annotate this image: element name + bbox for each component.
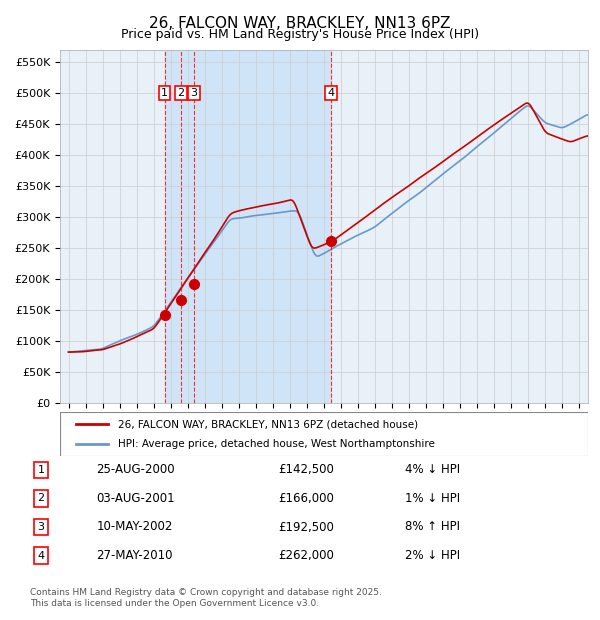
- Text: 26, FALCON WAY, BRACKLEY, NN13 6PZ (detached house): 26, FALCON WAY, BRACKLEY, NN13 6PZ (deta…: [118, 420, 418, 430]
- Text: Price paid vs. HM Land Registry's House Price Index (HPI): Price paid vs. HM Land Registry's House …: [121, 28, 479, 41]
- Bar: [165, 50, 331, 403]
- Text: 2: 2: [177, 88, 184, 98]
- Text: 2% ↓ HPI: 2% ↓ HPI: [406, 549, 460, 562]
- Text: 3: 3: [190, 88, 197, 98]
- Text: 25-AUG-2000: 25-AUG-2000: [96, 464, 175, 476]
- FancyBboxPatch shape: [60, 412, 588, 456]
- Text: 03-AUG-2001: 03-AUG-2001: [96, 492, 175, 505]
- Text: Contains HM Land Registry data © Crown copyright and database right 2025.
This d: Contains HM Land Registry data © Crown c…: [30, 588, 382, 608]
- Text: 4: 4: [328, 88, 335, 98]
- Text: 1% ↓ HPI: 1% ↓ HPI: [406, 492, 460, 505]
- Text: £166,000: £166,000: [278, 492, 334, 505]
- Text: £142,500: £142,500: [278, 464, 334, 476]
- Text: £192,500: £192,500: [278, 521, 334, 533]
- Text: 1: 1: [38, 465, 44, 475]
- Text: £262,000: £262,000: [278, 549, 334, 562]
- Text: 1: 1: [161, 88, 168, 98]
- Text: HPI: Average price, detached house, West Northamptonshire: HPI: Average price, detached house, West…: [118, 438, 435, 448]
- Text: 27-MAY-2010: 27-MAY-2010: [96, 549, 173, 562]
- Text: 4: 4: [37, 551, 44, 560]
- Text: 8% ↑ HPI: 8% ↑ HPI: [406, 521, 460, 533]
- Text: 10-MAY-2002: 10-MAY-2002: [96, 521, 173, 533]
- Text: 4% ↓ HPI: 4% ↓ HPI: [406, 464, 460, 476]
- Text: 26, FALCON WAY, BRACKLEY, NN13 6PZ: 26, FALCON WAY, BRACKLEY, NN13 6PZ: [149, 16, 451, 30]
- Text: 3: 3: [38, 522, 44, 532]
- Text: 2: 2: [37, 494, 44, 503]
